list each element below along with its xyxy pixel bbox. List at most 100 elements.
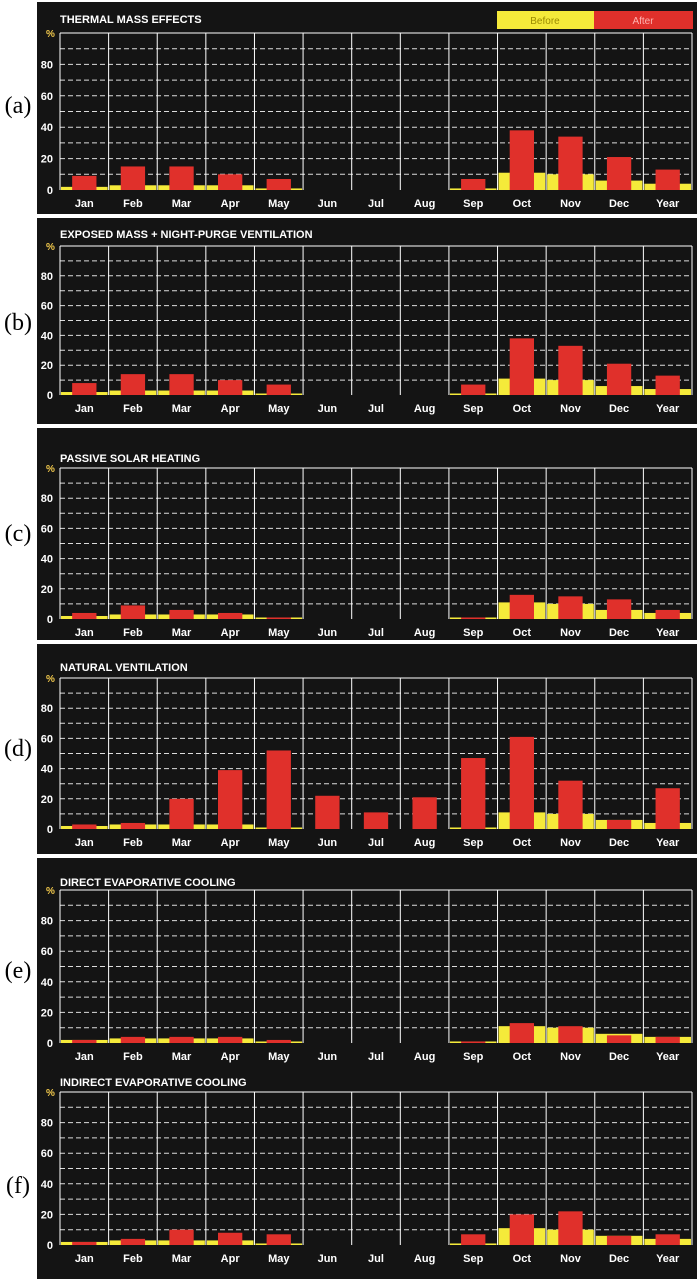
bar-after [169,1036,194,1043]
y-tick-label: 60 [41,91,53,103]
bar-after [315,795,340,829]
x-tick-label: Aug [414,627,435,639]
x-tick-label: Year [656,1051,680,1063]
panel-b: (b) EXPOSED MASS + NIGHT-PURGE VENTILATIO… [4,218,697,424]
x-tick-label: Nov [560,1051,582,1063]
y-tick-label: 0 [47,614,53,626]
bar-after [72,612,97,619]
bar-after [120,605,146,619]
panel-label: (d) [4,736,32,762]
bar-after [266,750,291,829]
x-tick-label: Apr [221,837,241,849]
x-tick-label: Feb [123,1051,143,1063]
bar-after [120,166,146,190]
bar-after [72,1241,97,1245]
x-tick-label: Year [656,627,680,639]
panel-background [37,1065,697,1279]
chart-title: INDIRECT EVAPORATIVE COOLING [60,1077,247,1089]
legend-label-before: Before [530,16,560,27]
bar-after [72,824,97,829]
bar-after [72,383,97,395]
panel-e: (e) DIRECT EVAPORATIVE COOLING% 0 20 40 60 80 J… [5,858,697,1065]
x-tick-label: Aug [414,837,435,849]
y-unit-label: % [46,464,55,475]
y-tick-label: 60 [41,1148,53,1160]
x-tick-label: Feb [123,837,143,849]
x-tick-label: Dec [609,403,629,415]
x-tick-label: Nov [560,1253,582,1265]
bar-after [655,375,680,395]
bar-after [655,1234,680,1245]
bar-after [558,596,583,619]
x-tick-label: Jan [75,198,94,210]
bar-after [558,780,583,829]
bar-after [412,797,437,829]
panel-d: (d) NATURAL VENTILATION% 0 20 40 60 80 Jan Feb Ma… [4,644,697,854]
bar-after [120,374,146,395]
x-tick-label: Dec [609,1051,629,1063]
x-tick-label: Nov [560,198,582,210]
x-tick-label: Jan [75,403,94,415]
y-tick-label: 40 [41,554,53,566]
y-tick-label: 80 [41,916,53,928]
panel-a: (a) THERMAL MASS EFFECTS% 0 20 40 60 80 Jan Feb M… [5,2,697,214]
bar-after [461,384,486,395]
bar-after [655,169,680,190]
x-tick-label: Apr [221,403,241,415]
x-tick-label: Jul [368,837,384,849]
bar-after [655,788,680,829]
y-tick-label: 0 [47,185,53,197]
x-tick-label: Sep [463,1051,483,1063]
x-tick-label: Jul [368,403,384,415]
y-tick-label: 60 [41,301,53,313]
legend-swatch-after [594,11,693,29]
bar-after [461,1234,486,1245]
y-unit-label: % [46,886,55,897]
bar-after [266,179,291,190]
panel-c: (c) PASSIVE SOLAR HEATING% 0 20 40 60 80 Jan Feb… [5,428,697,640]
x-tick-label: Dec [609,1253,629,1265]
bar-after [266,1039,291,1043]
bar-after [218,1232,243,1245]
x-tick-label: May [268,837,290,849]
x-tick-label: Sep [463,837,483,849]
bar-after [655,609,680,619]
x-tick-label: Year [656,198,680,210]
x-tick-label: Jan [75,627,94,639]
x-tick-label: Oct [513,1253,532,1265]
bar-after [509,736,534,829]
y-tick-label: 20 [41,794,53,806]
bar-after [218,612,243,619]
x-tick-label: Nov [560,627,582,639]
bar-after [218,770,243,829]
panel-label: (c) [5,521,32,547]
bar-after [606,1035,632,1043]
x-tick-label: Year [656,403,680,415]
legend-label-after: After [632,16,654,27]
x-tick-label: Aug [414,403,435,415]
bar-after [461,758,486,829]
bar-after [558,1026,583,1043]
bar-after [120,822,146,829]
bar-after [169,1229,194,1245]
bar-after [509,1023,534,1043]
bar-after [655,1036,680,1043]
bar-after [509,130,534,190]
x-tick-label: Oct [513,627,532,639]
bar-after [509,338,534,395]
x-tick-label: May [268,627,290,639]
x-tick-label: May [268,1051,290,1063]
bar-after [72,175,97,190]
bar-after [120,1238,146,1245]
bar-after [509,594,534,619]
chart-title: THERMAL MASS EFFECTS [60,14,202,26]
x-tick-label: May [268,1253,290,1265]
x-tick-label: Jul [368,1253,384,1265]
x-tick-label: Apr [221,1051,241,1063]
y-tick-label: 20 [41,584,53,596]
x-tick-label: Mar [172,198,192,210]
x-tick-label: Feb [123,1253,143,1265]
y-tick-label: 80 [41,1118,53,1130]
x-tick-label: Apr [221,1253,241,1265]
y-unit-label: % [46,1088,55,1099]
